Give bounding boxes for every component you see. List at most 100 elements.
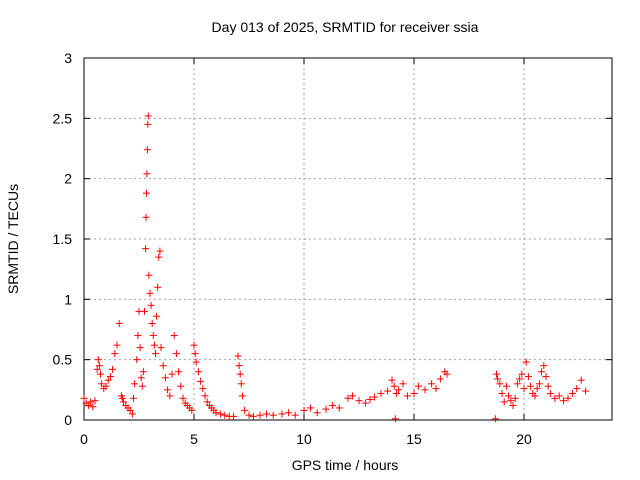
data-point	[390, 382, 398, 390]
data-point	[560, 397, 568, 405]
data-point	[221, 411, 229, 419]
data-point	[146, 289, 154, 297]
data-point	[509, 402, 517, 410]
data-points	[80, 112, 590, 423]
data-point	[535, 380, 543, 388]
data-point	[147, 301, 155, 309]
data-point	[235, 362, 243, 370]
data-point	[551, 394, 559, 402]
data-point	[568, 389, 576, 397]
data-point	[520, 385, 528, 393]
data-point	[410, 389, 418, 397]
data-point	[249, 412, 257, 420]
data-point	[395, 386, 403, 394]
data-point	[291, 411, 299, 419]
data-point	[403, 392, 411, 400]
chart-title: Day 013 of 2025, SRMTID for receiver ssi…	[212, 19, 479, 35]
y-tick-label: 1	[64, 291, 72, 307]
data-point	[94, 356, 102, 364]
data-point	[573, 385, 581, 393]
data-point	[263, 410, 271, 418]
data-point	[142, 245, 150, 253]
axis-ticks: 0 5 10 15 20 0 0.5 1 1.5 2 2.5 3	[53, 50, 612, 447]
data-point	[428, 380, 436, 388]
data-point	[432, 385, 440, 393]
data-point	[119, 394, 126, 402]
y-tick-label: 3	[64, 50, 72, 66]
data-point	[370, 393, 378, 401]
data-point	[498, 389, 506, 397]
data-point	[154, 283, 162, 291]
data-point	[170, 332, 178, 340]
data-point	[138, 382, 146, 390]
data-point	[145, 271, 153, 279]
data-point	[436, 375, 444, 383]
data-point	[142, 189, 150, 197]
data-point	[335, 404, 343, 412]
data-point	[348, 392, 356, 400]
y-tick-label: 2	[64, 171, 72, 187]
data-point	[161, 374, 169, 382]
data-point	[115, 319, 123, 327]
data-point	[313, 409, 321, 417]
data-point	[540, 362, 548, 370]
data-point	[241, 406, 249, 414]
data-point	[201, 392, 209, 400]
data-point	[102, 382, 110, 390]
data-point	[139, 368, 147, 376]
data-point	[141, 307, 148, 315]
data-point	[493, 370, 500, 378]
data-point	[190, 341, 198, 349]
data-point	[104, 376, 112, 384]
data-point	[159, 362, 167, 370]
data-point	[80, 394, 88, 402]
data-point	[511, 394, 519, 402]
data-point	[362, 399, 370, 407]
data-point	[130, 394, 137, 402]
data-point	[172, 350, 180, 358]
data-point	[143, 170, 151, 178]
data-point	[518, 370, 526, 378]
data-point	[533, 385, 541, 393]
data-point	[237, 380, 245, 388]
data-point	[414, 382, 422, 390]
data-point	[388, 376, 396, 384]
data-point	[269, 411, 277, 419]
y-tick-label: 0	[64, 412, 72, 428]
data-point	[544, 382, 552, 390]
data-point	[505, 392, 513, 400]
data-point	[128, 410, 136, 418]
data-point	[538, 368, 546, 376]
data-point	[175, 368, 183, 376]
data-point	[577, 376, 585, 384]
x-axis-label: GPS time / hours	[292, 457, 399, 473]
data-point	[199, 385, 207, 393]
data-point	[168, 370, 176, 378]
data-point	[98, 380, 106, 388]
data-point	[355, 397, 363, 405]
data-point	[191, 350, 199, 358]
data-point	[524, 373, 532, 381]
data-point	[443, 370, 451, 378]
x-tick-label: 10	[296, 431, 312, 447]
data-point	[137, 374, 145, 382]
data-point	[153, 312, 161, 320]
data-point	[256, 411, 264, 419]
data-point	[500, 398, 508, 406]
data-point	[93, 365, 101, 373]
data-point	[143, 146, 151, 154]
data-point	[516, 375, 524, 383]
data-point	[111, 350, 119, 358]
data-point	[366, 395, 374, 403]
data-point	[166, 392, 174, 400]
data-point	[188, 406, 196, 414]
y-tick-label: 1.5	[53, 231, 73, 247]
data-point	[133, 356, 141, 364]
data-point	[496, 380, 504, 388]
data-point	[494, 375, 502, 383]
data-point	[194, 368, 202, 376]
data-point	[157, 344, 165, 352]
data-point	[236, 370, 244, 378]
data-point	[84, 402, 92, 410]
data-point	[555, 392, 563, 400]
